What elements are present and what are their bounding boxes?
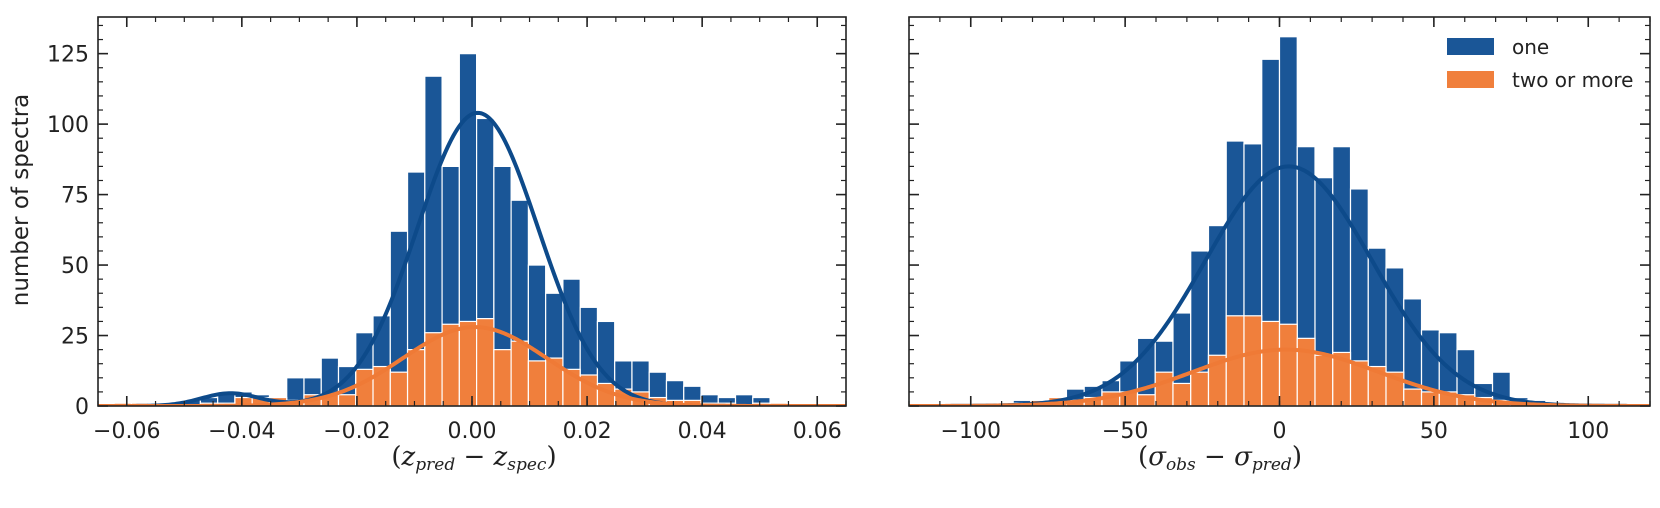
y-tick-label: 125 — [47, 43, 89, 68]
bar-two-or-more — [1136, 394, 1156, 406]
bar-one — [1456, 349, 1476, 406]
y-tick-label: 0 — [75, 395, 89, 420]
bar-two-or-more — [1314, 354, 1334, 406]
x-tick-label: 0.00 — [448, 419, 497, 444]
right-histogram-panel: −100 −50 0 50 100 — [908, 16, 1651, 444]
x-tick-label: −0.06 — [93, 419, 160, 444]
y-tick-label: 50 — [61, 254, 89, 279]
x-tick-label: −0.02 — [323, 419, 390, 444]
bar-two-or-more — [1278, 323, 1298, 406]
bar-two-or-more — [1154, 371, 1174, 406]
x-tick-label: 0 — [1273, 419, 1287, 444]
legend-swatch-one — [1447, 38, 1494, 55]
x-tick-label: 0.02 — [563, 419, 612, 444]
bar-two-or-more — [476, 318, 495, 406]
left-x-axis-label: (zpred − zspec) — [391, 442, 556, 475]
bar-two-or-more — [441, 323, 460, 406]
x-tick-label: −0.04 — [208, 419, 275, 444]
legend-label-two-or-more: two or more — [1512, 68, 1633, 92]
legend: one two or more — [1447, 35, 1633, 92]
bar-two-or-more — [337, 394, 357, 406]
bar-two-or-more — [389, 371, 409, 406]
bar-two-or-more — [1190, 371, 1210, 406]
y-tick-label: 25 — [61, 325, 89, 350]
bar-two-or-more — [1403, 388, 1423, 406]
x-tick-label: −100 — [941, 419, 1001, 444]
bar-two-or-more — [510, 340, 529, 406]
y-tick-label: 75 — [61, 184, 89, 209]
bar-two-or-more — [1243, 315, 1263, 406]
x-tick-label: 0.06 — [793, 419, 842, 444]
x-tick-label: 50 — [1420, 419, 1448, 444]
bar-two-or-more — [527, 360, 547, 406]
x-tick-label: −50 — [1102, 419, 1148, 444]
y-tick-label: 100 — [47, 113, 89, 138]
y-axis-label: number of spectra — [8, 94, 34, 307]
bar-two-or-more — [493, 349, 512, 406]
bar-two-or-more — [458, 320, 478, 406]
legend-label-one: one — [1512, 35, 1549, 59]
bar-two-or-more — [355, 368, 374, 406]
x-tick-label: 100 — [1567, 419, 1609, 444]
legend-swatch-two-or-more — [1447, 71, 1494, 88]
bar-two-or-more — [406, 349, 426, 406]
bar-two-or-more — [1420, 391, 1440, 406]
bar-one — [752, 396, 771, 406]
bar-two-or-more — [1172, 382, 1192, 406]
right-x-axis-label: (σobs − σpred) — [1138, 442, 1302, 475]
x-tick-label: 0.04 — [678, 419, 727, 444]
bar-two-or-more — [1261, 320, 1281, 406]
left-histogram-panel: −0.06 −0.04 −0.02 0.00 0.02 0.04 0.06 0 25 50 75 10… — [47, 16, 847, 444]
